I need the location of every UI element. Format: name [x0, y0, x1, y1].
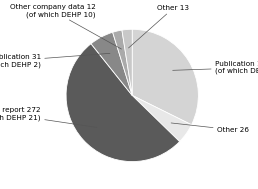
Wedge shape — [122, 29, 132, 95]
Wedge shape — [66, 44, 180, 162]
Text: Other 26: Other 26 — [171, 123, 249, 133]
Text: Study report 272
(of which DEHP 21): Study report 272 (of which DEHP 21) — [0, 107, 97, 127]
Text: Other 13: Other 13 — [128, 5, 189, 48]
Wedge shape — [132, 95, 191, 142]
Text: Other company data 12
(of which DEHP 10): Other company data 12 (of which DEHP 10) — [10, 4, 122, 49]
Wedge shape — [132, 29, 198, 125]
Wedge shape — [91, 32, 132, 95]
Text: Publication 31
(of which DEHP 2): Publication 31 (of which DEHP 2) — [0, 53, 110, 68]
Wedge shape — [113, 30, 132, 95]
Text: Publication 169
(of which DEHP 70): Publication 169 (of which DEHP 70) — [173, 61, 258, 74]
